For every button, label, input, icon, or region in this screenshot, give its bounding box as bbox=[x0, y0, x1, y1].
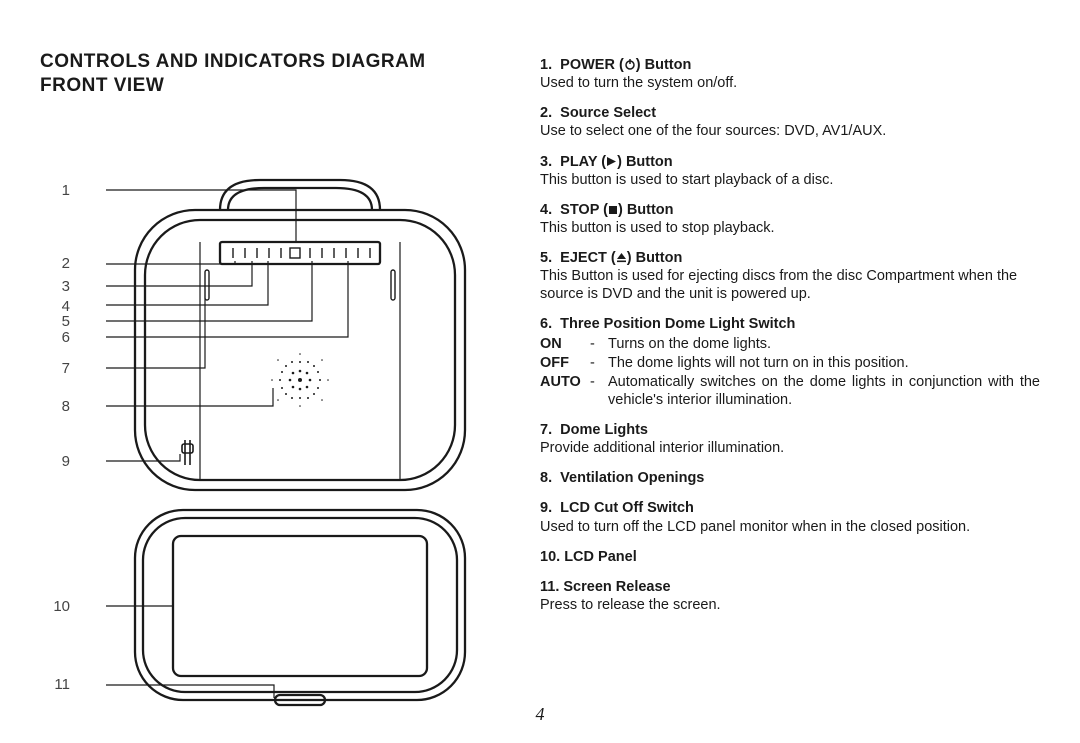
desc-item-6: 6. Three Position Dome Light Switch ON-T… bbox=[540, 315, 1040, 409]
desc-item-8: 8. Ventilation Openings bbox=[540, 469, 1040, 487]
callout-7: 7 bbox=[40, 360, 70, 377]
stop-icon bbox=[608, 205, 618, 215]
desc-text: Press to release the screen. bbox=[540, 597, 721, 613]
desc-item-5: 5. EJECT () Button This Button is used f… bbox=[540, 249, 1040, 303]
desc-item-3: 3. PLAY () Button This button is used to… bbox=[540, 153, 1040, 189]
page-number: 4 bbox=[536, 704, 545, 725]
description-list: 1. POWER () Button Used to turn the syst… bbox=[510, 50, 1040, 713]
callout-10: 10 bbox=[40, 598, 70, 615]
heading-line-2: FRONT VIEW bbox=[40, 75, 164, 96]
callout-1: 1 bbox=[40, 182, 70, 199]
callout-6: 6 bbox=[40, 329, 70, 346]
diagram: 1 2 3 4 5 6 7 8 9 10 11 bbox=[40, 98, 510, 714]
desc-text: Used to turn off the LCD panel monitor w… bbox=[540, 519, 970, 535]
desc-item-11: 11. Screen Release Press to release the … bbox=[540, 578, 1040, 614]
desc-item-4: 4. STOP () Button This button is used to… bbox=[540, 201, 1040, 237]
callout-3: 3 bbox=[40, 278, 70, 295]
callout-11: 11 bbox=[40, 676, 70, 693]
page-title: CONTROLS AND INDICATORS DIAGRAM FRONT VI… bbox=[40, 50, 510, 98]
desc-item-9: 9. LCD Cut Off Switch Used to turn off t… bbox=[540, 499, 1040, 535]
desc-item-10: 10. LCD Panel bbox=[540, 548, 1040, 566]
desc-item-1: 1. POWER () Button Used to turn the syst… bbox=[540, 56, 1040, 92]
desc-item-7: 7. Dome Lights Provide additional interi… bbox=[540, 421, 1040, 457]
desc-item-2: 2. Source Select Use to select one of th… bbox=[540, 104, 1040, 140]
callout-9: 9 bbox=[40, 453, 70, 470]
callout-5: 5 bbox=[40, 313, 70, 330]
callout-8: 8 bbox=[40, 398, 70, 415]
desc-text: This button is used to stop playback. bbox=[540, 220, 775, 236]
play-icon bbox=[606, 156, 617, 167]
eject-icon bbox=[616, 252, 627, 263]
desc-text: Provide additional interior illumination… bbox=[540, 440, 784, 456]
desc-text: This Button is used for ejecting discs f… bbox=[540, 268, 1017, 302]
desc-text: Used to turn the system on/off. bbox=[540, 75, 737, 91]
callout-2: 2 bbox=[40, 255, 70, 272]
desc-text: Use to select one of the four sources: D… bbox=[540, 122, 1040, 140]
device-diagram bbox=[100, 130, 500, 720]
heading-line-1: CONTROLS AND INDICATORS DIAGRAM bbox=[40, 51, 426, 72]
desc-text: This button is used to start playback of… bbox=[540, 172, 833, 188]
power-icon bbox=[624, 58, 636, 70]
